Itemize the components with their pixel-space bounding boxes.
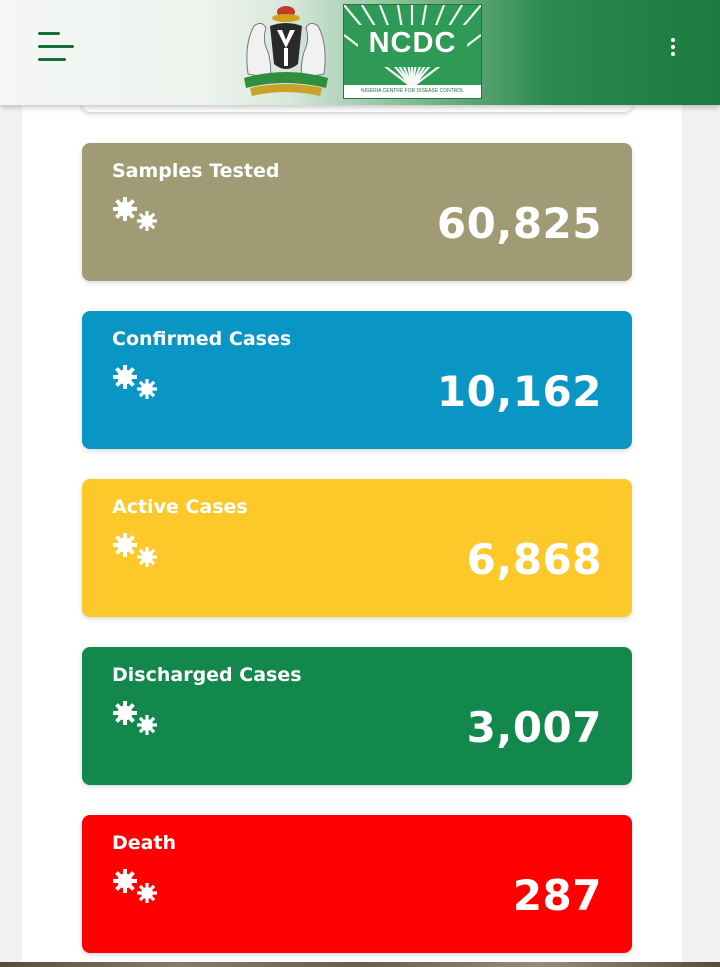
virus-gears-icon	[113, 197, 157, 231]
ncdc-logo-text: NCDC	[368, 27, 457, 59]
stat-label: Samples Tested	[112, 160, 280, 182]
stat-value: 6,868	[466, 535, 602, 584]
hamburger-menu-icon[interactable]	[38, 32, 76, 66]
stat-value: 60,825	[436, 199, 602, 248]
stat-card-death: Death 287	[82, 815, 632, 953]
virus-gears-icon	[113, 533, 157, 567]
stat-card-discharged-cases: Discharged Cases 3,007	[82, 647, 632, 785]
stat-label: Death	[112, 832, 177, 854]
stat-label: Confirmed Cases	[112, 328, 292, 350]
stat-label: Discharged Cases	[112, 664, 302, 686]
virus-gears-icon	[113, 701, 157, 735]
stat-value: 3,007	[466, 703, 602, 752]
coat-of-arms-logo	[244, 6, 328, 96]
virus-gears-icon	[113, 365, 157, 399]
stat-value: 287	[512, 871, 602, 920]
more-vertical-icon[interactable]	[664, 38, 682, 60]
ncdc-logo-subtitle: NIGERIA CENTRE FOR DISEASE CONTROL	[344, 85, 481, 98]
stat-label: Active Cases	[112, 496, 248, 518]
virus-gears-icon	[113, 869, 157, 903]
stat-card-active-cases: Active Cases 6,868	[82, 479, 632, 617]
app-header: NCDC NIGERIA CENTRE FOR DISEASE CONTROL	[0, 0, 720, 105]
stat-card-confirmed-cases: Confirmed Cases 10,162	[82, 311, 632, 449]
stat-card-samples-tested: Samples Tested 60,825	[82, 143, 632, 281]
background-image-strip	[0, 962, 720, 967]
ncdc-logo: NCDC NIGERIA CENTRE FOR DISEASE CONTROL	[343, 4, 482, 99]
stat-value: 10,162	[436, 367, 602, 416]
